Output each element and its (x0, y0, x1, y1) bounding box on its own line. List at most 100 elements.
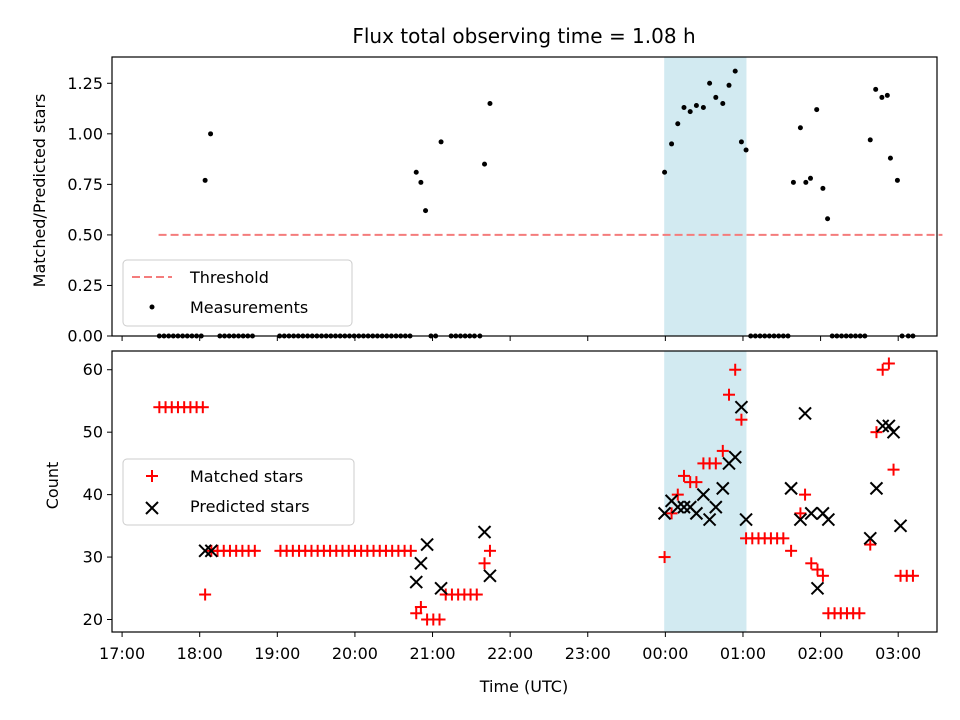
predicted-star-point (702, 512, 717, 527)
x-tick-label: 23:00 (565, 644, 611, 663)
predicted-star-point (434, 581, 448, 595)
matched-star-point (853, 607, 866, 620)
measurement-point (732, 68, 738, 74)
x-tick-label: 19:00 (254, 644, 300, 663)
measurement-point (879, 94, 885, 100)
matched-star-point (887, 463, 900, 476)
top-y-tick-label: 0.25 (67, 276, 103, 295)
matched-star-point (404, 544, 417, 557)
measurement-point (700, 105, 706, 111)
predicted-star-point (793, 512, 808, 527)
threshold-legend-label: Threshold (189, 268, 269, 287)
measurement-point (807, 175, 813, 181)
matched-star-point (199, 588, 212, 601)
predicted-star-point (671, 500, 685, 514)
top-legend-box (122, 259, 353, 327)
measurement-point (482, 161, 488, 167)
top-y-tick-label: 1.25 (67, 74, 103, 93)
measurement-point (790, 179, 796, 185)
measurement-point (418, 179, 424, 185)
predicted-star-point (863, 531, 877, 546)
matched-star-point (777, 532, 790, 545)
matched-star-point (478, 557, 491, 570)
matched-star-point (248, 544, 261, 557)
predicted-legend-swatch (145, 501, 159, 515)
matched-star-point (805, 557, 818, 570)
predicted-star-point (716, 481, 730, 496)
measurements-legend-swatch (149, 304, 155, 310)
measurement-point (675, 121, 681, 127)
x-tick-label: 01:00 (720, 644, 766, 663)
measurement-point (743, 147, 749, 153)
measurement-point (693, 103, 699, 109)
matched-star-point (433, 613, 446, 626)
bottom-x-ticks: 17:00 18:00 19:00 20:00 21:00 22:00 23:00 00:00… (99, 632, 921, 663)
matched-star-point (410, 607, 423, 620)
x-tick-label: 17:00 (99, 644, 145, 663)
x-tick-label: 02:00 (798, 644, 844, 663)
x-tick-label: 00:00 (642, 644, 688, 663)
measurements-legend-label: Measurements (190, 298, 308, 317)
bot-y-tick-label: 30 (83, 548, 103, 567)
matched-star-point (716, 444, 729, 457)
measurement-point (867, 137, 873, 143)
top-y-tick-label: 0.75 (67, 175, 103, 194)
measurement-point (726, 82, 732, 88)
measurement-point (487, 101, 493, 106)
predicted-star-point (882, 419, 896, 433)
matched-star-point (196, 401, 209, 414)
x-tick-label: 18:00 (177, 644, 223, 663)
predicted-star-point (798, 406, 812, 421)
bottom-panel: 20 30 40 50 60 17:00 18:00 19:00 20:00 21:00 22:0… (43, 350, 938, 696)
measurement-point (894, 177, 900, 183)
chart-title: Flux total observing time = 1.08 h (352, 24, 695, 48)
measurement-point (423, 208, 429, 214)
measurement-point (681, 105, 687, 111)
measurement-point (884, 92, 890, 98)
matched-legend-label: Matched stars (190, 467, 303, 486)
measurement-point (413, 169, 419, 175)
matched-star-point (723, 388, 736, 401)
top-legend: Threshold Measurements (122, 259, 353, 327)
measurement-point (713, 94, 719, 100)
top-x-ticks (121, 336, 899, 341)
measurement-point (820, 185, 826, 191)
predicted-star-point (821, 512, 836, 527)
measurement-point (669, 141, 675, 147)
predicted-star-points (198, 400, 908, 595)
top-highlight-span (664, 57, 747, 336)
predicted-star-point (689, 506, 704, 521)
matched-star-point (677, 469, 690, 482)
top-panel: 0.00 0.25 0.50 0.75 1.00 1.25 Matched/Predict… (30, 56, 943, 346)
predicted-star-point (728, 450, 742, 464)
top-y-label: Matched/Predicted stars (30, 94, 49, 288)
bottom-legend-box (122, 458, 355, 526)
matched-star-point (735, 413, 748, 426)
predicted-star-point (477, 525, 492, 539)
measurement-point (662, 169, 668, 175)
predicted-star-point (198, 544, 212, 558)
bot-y-tick-label: 40 (83, 485, 103, 504)
matched-star-point (785, 544, 798, 557)
matched-star-point (799, 488, 812, 501)
measurement-point (738, 139, 744, 145)
predicted-star-point (869, 481, 884, 496)
measurement-point (202, 177, 208, 183)
x-axis-label: Time (UTC) (479, 677, 568, 696)
matched-star-point (414, 601, 427, 614)
top-y-tick-label: 0.00 (67, 327, 103, 346)
matched-star-point (811, 563, 824, 576)
x-tick-label: 21:00 (409, 644, 455, 663)
top-y-ticks: 0.00 0.25 0.50 0.75 1.00 1.25 (67, 74, 112, 346)
predicted-star-point (409, 575, 423, 589)
x-tick-label: 22:00 (487, 644, 533, 663)
measurement-point (825, 216, 831, 222)
predicted-star-point (875, 419, 890, 433)
measurement-point (797, 125, 803, 131)
matched-star-point (906, 569, 919, 582)
matched-star-point (470, 588, 483, 601)
predicted-star-point (886, 425, 901, 439)
predicted-star-point (414, 556, 428, 571)
bottom-axes-frame (111, 350, 938, 633)
